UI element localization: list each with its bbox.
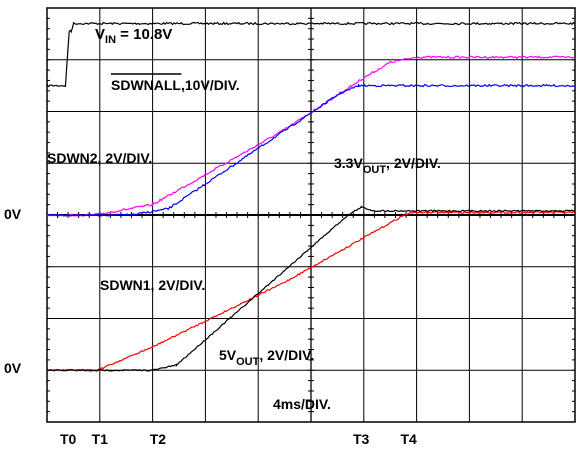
time-marker-t1: T1 xyxy=(92,431,109,447)
sdwnall-label: SDWNALL,10V/DIV. xyxy=(111,77,240,93)
trace-v5out xyxy=(46,204,576,372)
trace-sdwn1 xyxy=(46,210,575,373)
sdwn2-label: SDWN2, 2V/DIV. xyxy=(47,150,152,166)
time-marker-t3: T3 xyxy=(353,431,370,447)
v5out-label: 5VOUT, 2V/DIV. xyxy=(219,347,314,368)
time-marker-t0: T0 xyxy=(60,431,77,447)
time-marker-t4: T4 xyxy=(401,431,418,447)
trace-v33out xyxy=(46,83,576,217)
timebase-label: 4ms/DIV. xyxy=(273,396,331,412)
time-markers: T0 T1 T2 T3 T4 xyxy=(60,431,417,447)
waveform-traces xyxy=(46,21,576,373)
zero-label-lower: 0V xyxy=(4,360,22,376)
zero-label-upper: 0V xyxy=(4,206,22,222)
trace-sdwnall xyxy=(46,21,576,88)
time-marker-t2: T2 xyxy=(150,431,167,447)
v33out-label: 3.3VOUT, 2V/DIV. xyxy=(334,155,441,176)
vin-label: VIN = 10.8V xyxy=(95,26,172,46)
sdwn1-label: SDWN1, 2V/DIV. xyxy=(100,277,205,293)
